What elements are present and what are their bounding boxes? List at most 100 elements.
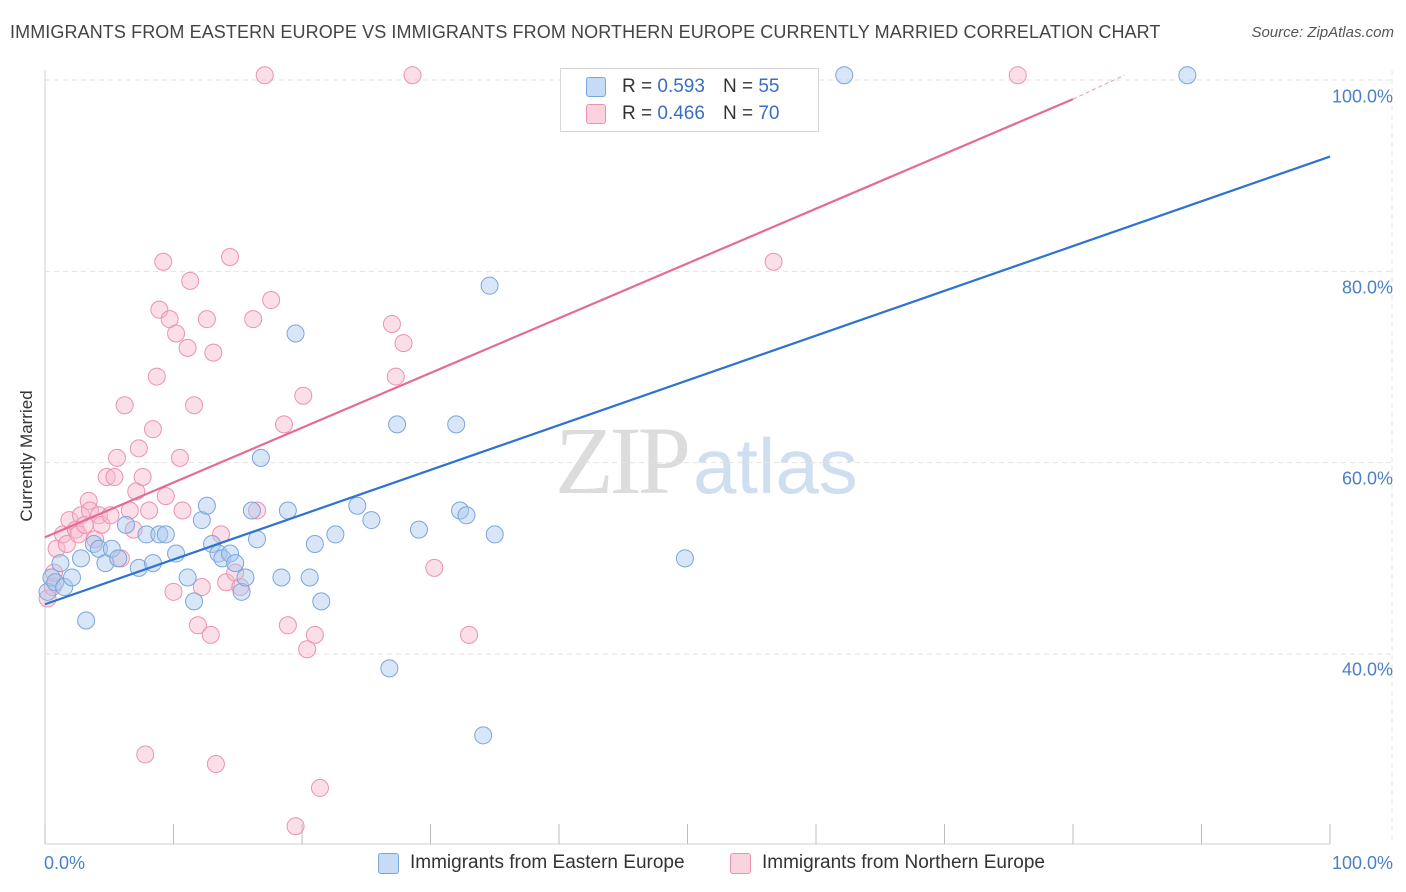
pink-points-layer (38, 66, 1027, 836)
eastern-europe-point-22 (192, 511, 211, 530)
northern-europe-trendline (44, 98, 1074, 539)
legend-swatch-northern-europe (730, 852, 751, 874)
northern-europe-point-27 (136, 745, 155, 764)
eastern-europe-point-36 (286, 324, 305, 343)
eastern-europe-point-11 (102, 539, 121, 558)
northern-europe-point-41 (185, 396, 204, 415)
correlation-legend: R = 0.593 N = 55 R = 0.466 N = 70 (560, 68, 819, 132)
eastern-europe-point-0 (38, 582, 57, 601)
eastern-europe-point-30 (236, 568, 255, 587)
eastern-europe-point-28 (226, 554, 245, 573)
y-tick-label-80: 80.0% (1341, 277, 1393, 298)
northern-europe-point-16 (97, 468, 116, 487)
northern-europe-point-28 (140, 501, 159, 520)
eastern-europe-point-31 (242, 501, 261, 520)
legend-blue-n-label: N = (722, 76, 754, 97)
northern-europe-point-58 (278, 616, 297, 635)
x-tick-label-max: 100.0% (1331, 853, 1393, 873)
northern-europe-trendline-extension (1072, 74, 1125, 100)
northern-europe-point-70 (764, 252, 783, 271)
chart-title: IMMIGRANTS FROM EASTERN EUROPE VS IMMIGR… (10, 22, 1161, 42)
eastern-europe-point-51 (485, 525, 504, 544)
northern-europe-point-51 (226, 563, 245, 582)
northern-europe-point-53 (244, 310, 263, 329)
trend-layer (44, 74, 1331, 606)
northern-europe-point-60 (294, 386, 313, 405)
eastern-europe-point-2 (46, 573, 65, 592)
legend-swatch-pink (586, 104, 606, 124)
legend-label-northern-europe: Immigrants from Northern Europe (762, 852, 1045, 873)
eastern-europe-point-40 (326, 525, 345, 544)
northern-europe-point-47 (206, 755, 225, 774)
eastern-europe-point-3 (51, 554, 70, 573)
northern-europe-point-32 (154, 252, 173, 271)
legend-item-eastern-europe[interactable]: Immigrants from Eastern Europe (378, 852, 685, 874)
legend-pink-n-label: N = (722, 103, 754, 124)
northern-europe-point-39 (178, 338, 197, 357)
northern-europe-point-42 (188, 616, 207, 635)
northern-europe-point-49 (217, 573, 236, 592)
legend-pink-r-value: 0.466 (657, 103, 705, 124)
northern-europe-point-61 (298, 640, 317, 659)
eastern-europe-point-34 (272, 568, 291, 587)
blue-points-layer (38, 66, 1197, 745)
eastern-europe-point-49 (474, 726, 493, 745)
legend-blue-r-value: 0.593 (657, 76, 705, 97)
northern-europe-point-63 (310, 778, 329, 797)
legend-item-northern-europe[interactable]: Immigrants from Northern Europe (730, 852, 1045, 874)
eastern-europe-point-41 (348, 496, 367, 515)
northern-europe-point-26 (133, 468, 152, 487)
eastern-europe-point-54 (1178, 66, 1197, 85)
eastern-europe-point-27 (221, 544, 240, 563)
northern-europe-point-46 (204, 343, 223, 362)
eastern-europe-point-23 (197, 496, 216, 515)
eastern-europe-trendline (44, 155, 1331, 606)
northern-europe-point-62 (305, 625, 324, 644)
legend-label-eastern-europe: Immigrants from Eastern Europe (410, 852, 685, 873)
northern-europe-point-64 (382, 314, 401, 333)
eastern-europe-point-4 (55, 578, 74, 597)
eastern-europe-point-6 (71, 549, 90, 568)
northern-europe-point-25 (129, 439, 148, 458)
eastern-europe-point-17 (150, 525, 169, 544)
eastern-europe-point-43 (380, 659, 399, 678)
y-tick-label-100: 100.0% (1331, 86, 1393, 107)
eastern-europe-point-15 (137, 525, 156, 544)
eastern-europe-point-38 (305, 534, 324, 553)
eastern-europe-point-48 (457, 506, 476, 525)
northern-europe-point-45 (201, 625, 220, 644)
northern-europe-point-19 (107, 448, 126, 467)
northern-europe-point-65 (386, 367, 405, 386)
northern-europe-point-68 (425, 558, 444, 577)
y-tick-label-60: 60.0% (1341, 468, 1393, 489)
eastern-europe-point-18 (156, 525, 175, 544)
eastern-europe-point-53 (835, 66, 854, 85)
northern-europe-point-54 (248, 501, 267, 520)
legend-pink-r-label: R = (622, 103, 653, 124)
northern-europe-point-36 (167, 324, 186, 343)
northern-europe-point-66 (394, 334, 413, 353)
eastern-europe-point-52 (675, 549, 694, 568)
source-label: Source: ZipAtlas.com (1251, 24, 1394, 41)
northern-europe-point-5 (57, 534, 76, 553)
eastern-europe-point-21 (185, 592, 204, 611)
legend-blue-n-value: 55 (758, 76, 780, 97)
northern-europe-point-67 (403, 66, 422, 85)
northern-europe-point-29 (143, 420, 162, 439)
northern-europe-point-57 (275, 415, 294, 434)
northern-europe-point-40 (181, 271, 200, 290)
legend-blue-r-label: R = (622, 76, 653, 97)
axis-layer (44, 70, 1393, 845)
eastern-europe-point-29 (232, 582, 251, 601)
legend-pink-n-value: 70 (758, 103, 780, 124)
eastern-europe-point-39 (312, 592, 331, 611)
northern-europe-point-11 (79, 491, 98, 510)
northern-europe-point-37 (170, 448, 189, 467)
northern-europe-point-44 (197, 310, 216, 329)
northern-europe-point-30 (147, 367, 166, 386)
series-legend: Immigrants from Eastern Europe Immigrant… (0, 852, 1406, 878)
eastern-europe-point-8 (84, 534, 103, 553)
northern-europe-point-8 (69, 525, 88, 544)
legend-swatch-eastern-europe (378, 852, 399, 874)
